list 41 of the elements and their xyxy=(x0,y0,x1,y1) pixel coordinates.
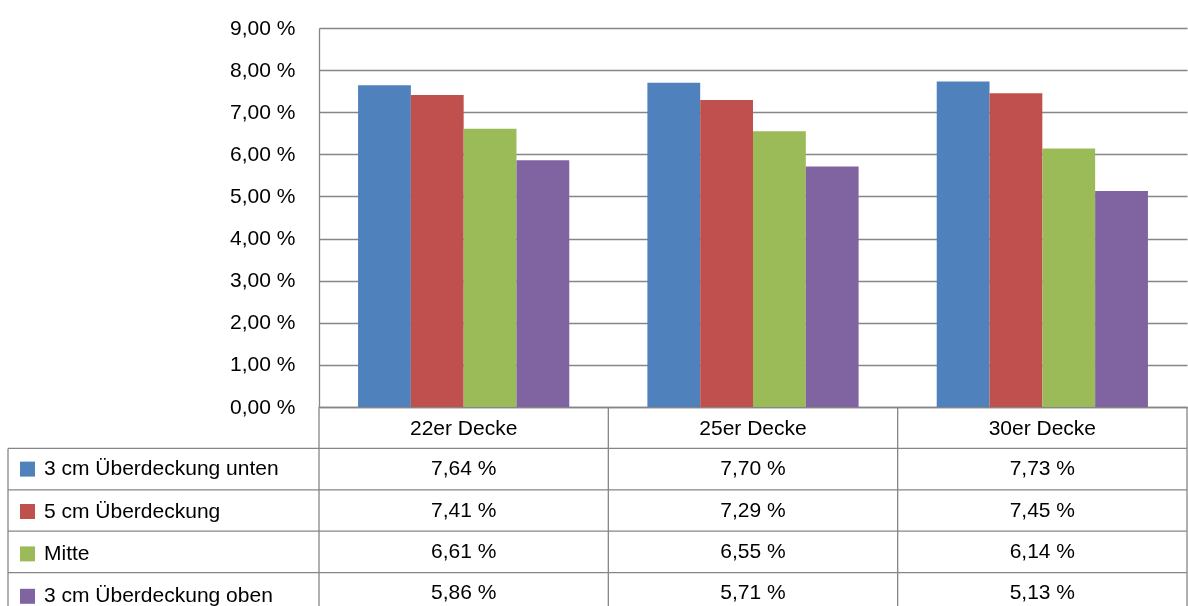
data-label: 7,41 % xyxy=(430,497,497,521)
data-label: 7,29 % xyxy=(720,497,786,521)
y-tick-label: 1,00 % xyxy=(230,352,296,376)
y-tick-label: 5,00 % xyxy=(230,183,296,207)
y-tick-label: 0,00 % xyxy=(230,394,296,418)
bar xyxy=(358,85,411,407)
y-tick-label: 6,00 % xyxy=(230,141,296,165)
bar xyxy=(753,131,806,407)
legend-label: 5 cm Überdeckung xyxy=(44,498,221,522)
legend-label: 3 cm Überdeckung unten xyxy=(44,456,279,480)
data-label: 5,71 % xyxy=(720,580,786,604)
bar xyxy=(936,81,990,407)
data-label: 6,55 % xyxy=(720,538,786,562)
bar xyxy=(516,160,570,407)
bar xyxy=(1042,148,1096,407)
y-tick-label: 8,00 % xyxy=(230,57,296,81)
data-label: 5,86 % xyxy=(430,580,497,604)
x-tick-label: 22er Decke xyxy=(409,415,518,439)
legend-label: Mitte xyxy=(44,540,90,564)
y-tick-label: 4,00 % xyxy=(230,226,296,250)
data-label: 7,64 % xyxy=(430,456,497,480)
x-tick-label: 25er Decke xyxy=(699,415,807,439)
data-label: 6,61 % xyxy=(430,538,497,562)
y-tick-label: 7,00 % xyxy=(230,99,296,123)
bar xyxy=(700,100,753,407)
data-label: 5,13 % xyxy=(1009,580,1076,604)
bar xyxy=(1095,190,1148,407)
bar xyxy=(647,82,701,407)
y-tick-label: 9,00 % xyxy=(230,15,296,39)
y-tick-label: 3,00 % xyxy=(230,268,296,292)
data-label: 7,73 % xyxy=(1009,456,1076,480)
bar xyxy=(463,128,517,407)
data-label: 6,14 % xyxy=(1009,538,1076,562)
bar xyxy=(989,93,1043,407)
data-label: 7,45 % xyxy=(1009,497,1076,521)
y-tick-label: 2,00 % xyxy=(230,310,296,334)
bar xyxy=(805,166,859,407)
data-label: 7,70 % xyxy=(720,456,786,480)
bar xyxy=(410,94,464,407)
x-tick-label: 30er Decke xyxy=(988,415,1097,439)
legend-label: 3 cm Überdeckung oben xyxy=(44,583,273,606)
